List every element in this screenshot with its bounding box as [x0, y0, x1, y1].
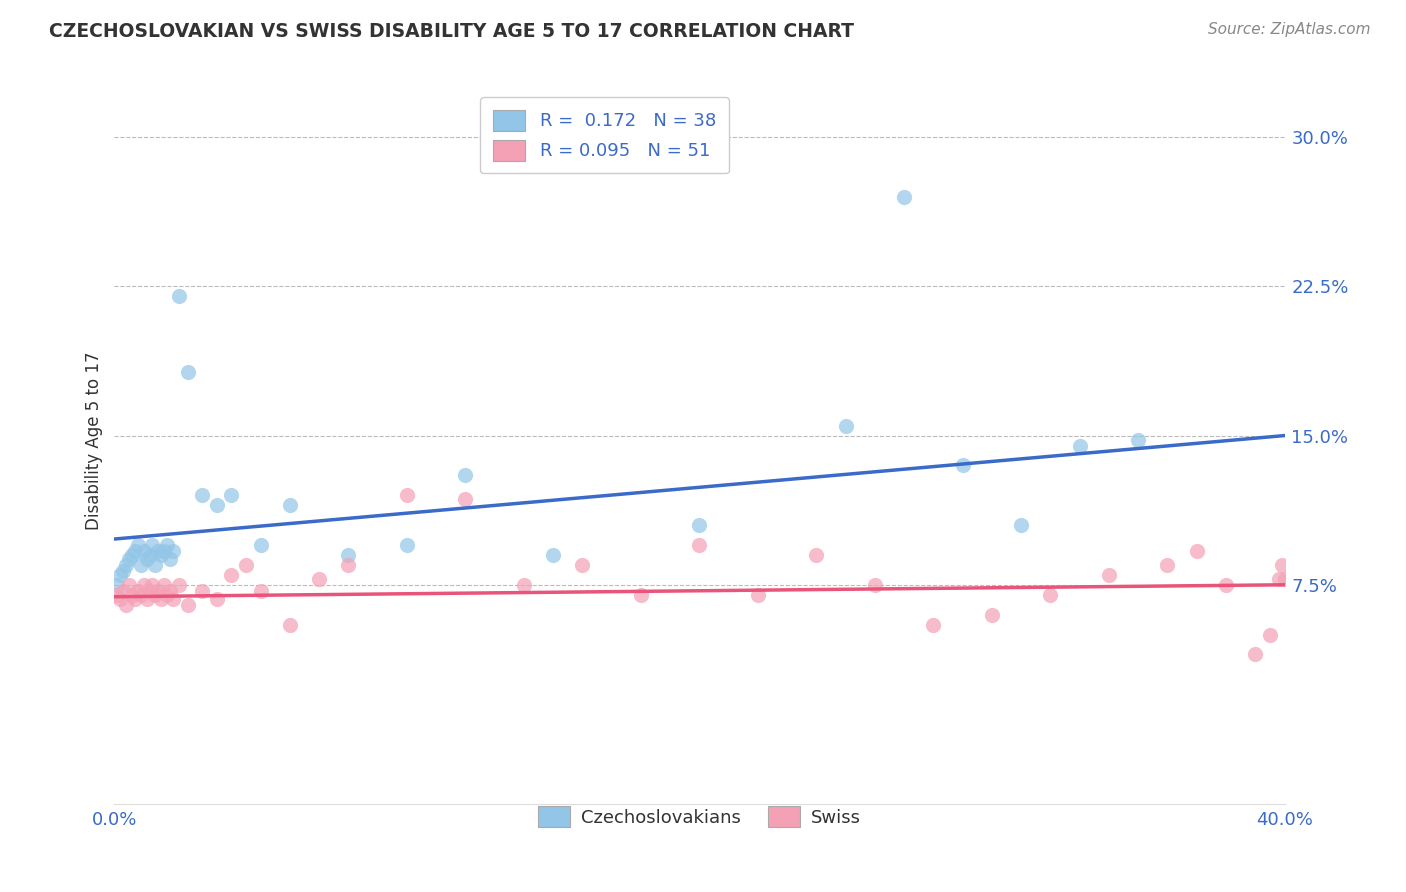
Point — [454, 468, 477, 483]
Text: CZECHOSLOVAKIAN VS SWISS DISABILITY AGE 5 TO 17 CORRELATION CHART: CZECHOSLOVAKIAN VS SWISS DISABILITY AGE … — [49, 22, 855, 41]
Point — [1274, 572, 1296, 586]
Point — [127, 538, 149, 552]
Point — [129, 588, 152, 602]
Point — [395, 488, 418, 502]
Point — [167, 578, 190, 592]
Point — [863, 578, 886, 592]
Point — [513, 578, 536, 592]
Point — [1244, 648, 1267, 662]
Point — [191, 583, 214, 598]
Point — [1098, 567, 1121, 582]
Point — [105, 588, 128, 602]
Point — [1185, 544, 1208, 558]
Point — [159, 583, 181, 598]
Point — [118, 552, 141, 566]
Point — [893, 190, 915, 204]
Point — [153, 578, 176, 592]
Point — [806, 548, 828, 562]
Point — [138, 548, 160, 562]
Point — [454, 492, 477, 507]
Point — [110, 567, 132, 582]
Point — [952, 458, 974, 473]
Point — [105, 578, 128, 592]
Point — [981, 607, 1004, 622]
Point — [1010, 518, 1032, 533]
Point — [688, 538, 710, 552]
Point — [1271, 558, 1294, 572]
Point — [205, 591, 228, 606]
Point — [156, 538, 179, 552]
Point — [135, 552, 157, 566]
Point — [176, 365, 198, 379]
Point — [191, 488, 214, 502]
Point — [235, 558, 257, 572]
Point — [121, 588, 143, 602]
Point — [115, 558, 138, 572]
Point — [337, 548, 360, 562]
Point — [159, 552, 181, 566]
Point — [205, 498, 228, 512]
Point — [156, 588, 179, 602]
Point — [1258, 627, 1281, 641]
Point — [138, 583, 160, 598]
Point — [145, 558, 167, 572]
Point — [148, 544, 170, 558]
Point — [1039, 588, 1062, 602]
Point — [115, 598, 138, 612]
Point — [135, 591, 157, 606]
Point — [1069, 438, 1091, 452]
Point — [835, 418, 858, 433]
Point — [112, 564, 135, 578]
Y-axis label: Disability Age 5 to 17: Disability Age 5 to 17 — [86, 351, 103, 530]
Point — [121, 548, 143, 562]
Point — [249, 538, 271, 552]
Point — [395, 538, 418, 552]
Point — [249, 583, 271, 598]
Point — [167, 289, 190, 303]
Point — [1267, 572, 1289, 586]
Point — [150, 548, 173, 562]
Point — [127, 583, 149, 598]
Point — [688, 518, 710, 533]
Point — [141, 538, 163, 552]
Point — [162, 544, 184, 558]
Point — [337, 558, 360, 572]
Point — [124, 591, 146, 606]
Point — [148, 583, 170, 598]
Point — [221, 488, 243, 502]
Point — [221, 567, 243, 582]
Point — [541, 548, 564, 562]
Point — [1156, 558, 1178, 572]
Point — [132, 544, 155, 558]
Point — [278, 617, 301, 632]
Point — [747, 588, 769, 602]
Point — [153, 544, 176, 558]
Point — [571, 558, 593, 572]
Point — [308, 572, 330, 586]
Point — [118, 578, 141, 592]
Legend: Czechoslovakians, Swiss: Czechoslovakians, Swiss — [530, 799, 869, 835]
Point — [112, 583, 135, 598]
Point — [278, 498, 301, 512]
Point — [110, 591, 132, 606]
Point — [145, 588, 167, 602]
Point — [922, 617, 945, 632]
Point — [124, 544, 146, 558]
Point — [132, 578, 155, 592]
Point — [129, 558, 152, 572]
Point — [141, 578, 163, 592]
Point — [1128, 433, 1150, 447]
Point — [630, 588, 652, 602]
Point — [162, 591, 184, 606]
Point — [176, 598, 198, 612]
Point — [150, 591, 173, 606]
Point — [1215, 578, 1237, 592]
Text: Source: ZipAtlas.com: Source: ZipAtlas.com — [1208, 22, 1371, 37]
